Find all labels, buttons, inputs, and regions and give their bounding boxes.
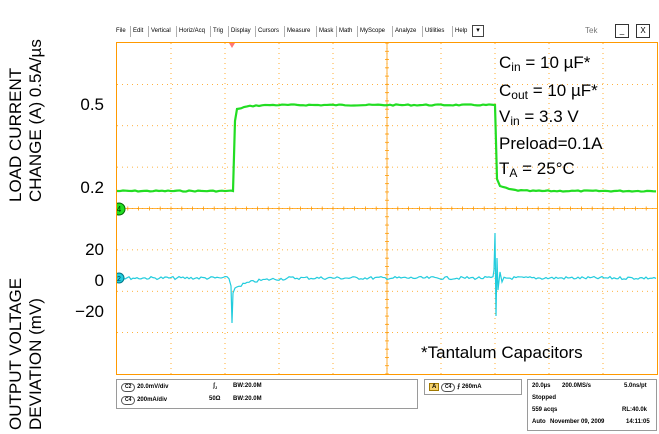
menu-cursors[interactable]: Cursors (255, 26, 279, 37)
menu-math[interactable]: Math (336, 26, 352, 37)
menu-edit[interactable]: Edit (130, 26, 143, 37)
tick-label-minus-20: −20 (75, 302, 104, 321)
menu-dropdown-button[interactable]: ▾ (472, 25, 484, 37)
tick-label-0-2: 0.2 (80, 178, 104, 197)
annotation-cin: Cin = 10 µF* (499, 53, 591, 74)
capture-date: November 09, 2009 (550, 419, 605, 425)
menu-display[interactable]: Display (228, 26, 251, 37)
annotation-preload: Preload=0.1A (499, 134, 603, 153)
tick-label-0-5: 0.5 (80, 95, 104, 114)
graticule-center-axes (117, 43, 657, 374)
ch4-load-current-trace (117, 103, 657, 193)
brand-logo: Tek (585, 26, 598, 35)
trigger-slope-icon: ⨍ (457, 384, 461, 390)
ch4-impedance: 50Ω (209, 396, 221, 402)
ch4-bandwidth: BW:20.0M (233, 396, 262, 402)
minimize-button[interactable]: _ (615, 24, 629, 38)
ch2-output-voltage-trace (117, 232, 657, 324)
ch2-pill: C2 (121, 383, 136, 392)
record-length: RL:40.0k (622, 407, 648, 413)
acquisition-count: 559 acqs (532, 407, 558, 413)
annotation-vin: Vin = 3.3 V (499, 107, 579, 128)
ch2-coupling-icon: ʃJ (213, 383, 218, 391)
menu-help[interactable]: Help (452, 26, 467, 37)
menu-measure[interactable]: Measure (284, 26, 310, 37)
ch2-bandwidth: BW:20.0M (233, 383, 262, 389)
sample-rate: 200.0MS/s (562, 383, 592, 389)
acquisition-readout-panel[interactable]: 20.0µs 200.0MS/s 5.0ns/pt Stopped 559 ac… (527, 379, 657, 431)
y-axis-title-line1: LOAD CURRENT (6, 67, 25, 202)
y-axis-title-load-current: LOAD CURRENT CHANGE (A) 0.5A/µs (6, 39, 46, 202)
y-axis-title-voltage-deviation: OUTPUT VOLTAGE DEVIATION (mV) (6, 278, 46, 430)
menu-trig[interactable]: Trig (210, 26, 223, 37)
ch4-pill: C4 (121, 396, 136, 405)
scope-graticule: 4 2 Cin = 10 µF* Cout = 10 µF* Vin = 3.3… (116, 42, 658, 375)
ch2-ground-marker: 2 (117, 272, 125, 284)
menu-analyze[interactable]: Analyze (392, 26, 416, 37)
tick-label-0: 0 (94, 271, 104, 290)
timebase: 20.0µs (532, 383, 551, 389)
menu-horiz-acq[interactable]: Horiz/Acq (176, 26, 205, 37)
tick-label-20: 20 (85, 240, 104, 259)
trigger-position-marker (229, 43, 235, 48)
acquisition-state: Stopped (532, 395, 556, 401)
scope-menu-bar: File Edit Vertical Horiz/Acq Trig Displa… (112, 24, 657, 40)
menu-file[interactable]: File (116, 28, 126, 34)
time-per-point: 5.0ns/pt (624, 383, 647, 389)
annotation-footnote: *Tantalum Capacitors (421, 343, 583, 362)
trigger-readout: A C4 ⨍ 260mA (429, 383, 482, 392)
waveform-display: 4 2 (117, 43, 657, 374)
capture-time: 14:11:05 (626, 419, 650, 425)
ch4-ground-marker: 4 (117, 202, 126, 216)
ch4-marker-label: 4 (117, 205, 122, 214)
annotation-cout: Cout = 10 µF* (499, 81, 598, 102)
trigger-a-badge: A (429, 383, 440, 391)
ch4-scale: 200mA/div (137, 397, 168, 403)
ch2-readout[interactable]: C2 20.0mV/div (121, 383, 168, 392)
menu-mask[interactable]: Mask (316, 26, 333, 37)
annotation-ambient-temp: TA = 25°C (499, 159, 575, 180)
menu-myscope[interactable]: MyScope (357, 26, 385, 37)
trigger-level: 260mA (461, 384, 482, 390)
trigger-source-pill: C4 (441, 383, 456, 392)
y-axis-title-line1: OUTPUT VOLTAGE (6, 277, 25, 430)
menu-vertical[interactable]: Vertical (148, 26, 171, 37)
ch2-scale: 20.0mV/div (137, 384, 169, 390)
close-button[interactable]: X (636, 24, 650, 38)
trigger-readout-panel[interactable]: A C4 ⨍ 260mA (424, 379, 522, 395)
ch4-readout[interactable]: C4 200mA/div (121, 396, 167, 405)
channel-readout-panel[interactable]: C2 20.0mV/div ʃJ BW:20.0M C4 200mA/div 5… (116, 379, 418, 409)
ch2-marker-label: 2 (117, 276, 121, 283)
menu-utilities[interactable]: Utilities (422, 26, 444, 37)
trigger-mode: Auto (532, 419, 546, 425)
y-axis-title-line2: DEVIATION (mV) (26, 298, 45, 430)
